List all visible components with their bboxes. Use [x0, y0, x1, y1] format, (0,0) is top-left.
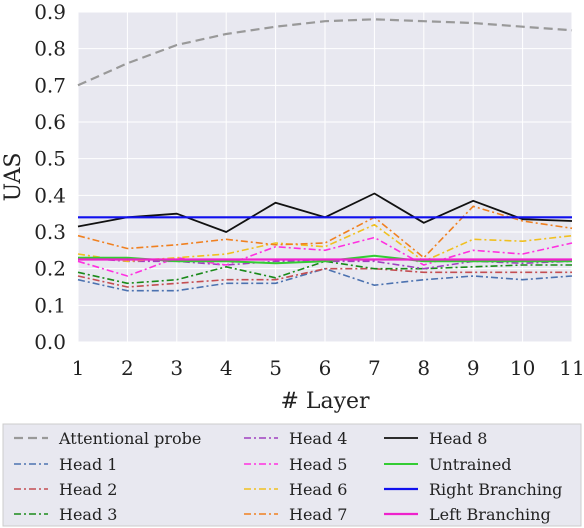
legend-label: Head 7 — [289, 505, 347, 524]
y-tick-label: 0.6 — [34, 110, 66, 134]
x-tick-label: 1 — [72, 356, 85, 380]
y-tick-label: 0.9 — [34, 0, 66, 24]
legend-label: Head 2 — [59, 480, 117, 499]
series-line-head-5 — [77, 236, 573, 277]
x-axis-label: # Layer — [280, 389, 370, 414]
x-tick-label: 5 — [269, 356, 282, 380]
x-tick-label: 11 — [559, 356, 584, 380]
y-tick-label: 0.7 — [34, 73, 66, 97]
x-tick-label: 7 — [368, 356, 381, 380]
y-tick-label: 0.3 — [34, 220, 66, 244]
y-tick-label: 0.5 — [34, 147, 66, 171]
series-line-head-6 — [77, 223, 573, 263]
x-tick-label: 4 — [220, 356, 233, 380]
series-line-head-1 — [77, 267, 573, 292]
ticks: 1 2 3 4 5 6 7 8 9 10 11 0.0 0.1 0.2 0.3 0.4 0.5 0.6 0.7 0.8… — [34, 0, 584, 380]
legend-label: Head 8 — [429, 429, 487, 448]
grid — [77, 11, 573, 343]
legend-label: Left Branching — [429, 505, 551, 524]
y-axis-label: UAS — [1, 153, 26, 202]
y-tick-label: 0.2 — [34, 257, 66, 281]
y-tick-label: 0.4 — [34, 183, 66, 207]
legend-label: Head 1 — [59, 455, 117, 474]
x-tick-label: 8 — [417, 356, 430, 380]
legend-label: Head 3 — [59, 505, 117, 524]
legend-label: Head 4 — [289, 429, 347, 448]
series-line-attentional-probe — [77, 18, 573, 87]
legend-box — [2, 423, 582, 527]
legend-label: Attentional probe — [58, 429, 201, 448]
legend-label: Head 5 — [289, 455, 347, 474]
legend-label: Right Branching — [429, 480, 562, 499]
y-tick-label: 0.8 — [34, 37, 66, 61]
x-tick-label: 9 — [467, 356, 480, 380]
legend-label: Head 6 — [289, 480, 347, 499]
y-tick-label: 0.0 — [34, 330, 66, 354]
x-tick-label: 10 — [510, 356, 535, 380]
series-lines — [77, 18, 573, 292]
x-tick-label: 2 — [121, 356, 134, 380]
x-tick-label: 6 — [319, 356, 332, 380]
legend-label: Untrained — [429, 455, 512, 474]
x-tick-label: 3 — [170, 356, 183, 380]
y-tick-label: 0.1 — [34, 293, 66, 317]
legend: Attentional probe Head 1 Head 2 Head 3 Head … — [2, 423, 582, 527]
